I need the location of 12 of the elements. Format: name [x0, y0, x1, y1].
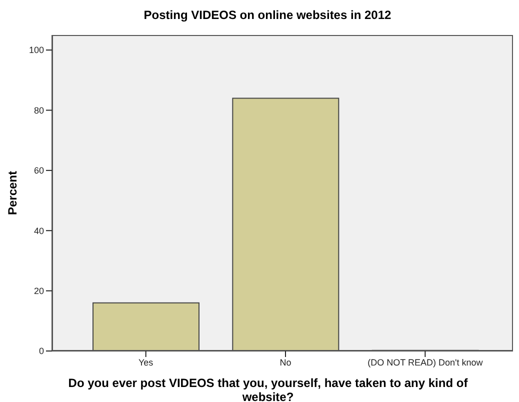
x-tick-label: Yes	[138, 357, 154, 368]
x-axis-title: Do you ever post VIDEOS that you, yourself, have taken to any kind of website?	[68, 376, 468, 402]
y-tick-label: 80	[34, 105, 44, 116]
y-tick-label: 0	[38, 346, 44, 356]
y-axis-title: Percent	[5, 170, 20, 216]
x-tick-label: No	[280, 357, 292, 368]
chart-title: Posting VIDEOS on online websites in 2012	[142, 8, 392, 22]
y-tick-label: 40	[34, 226, 44, 236]
y-tick-label: 100	[28, 45, 44, 56]
x-tick-label: (DO NOT READ) Don't know	[368, 357, 484, 368]
y-tick-label: 60	[34, 166, 44, 176]
y-tick-label: 20	[34, 286, 44, 296]
